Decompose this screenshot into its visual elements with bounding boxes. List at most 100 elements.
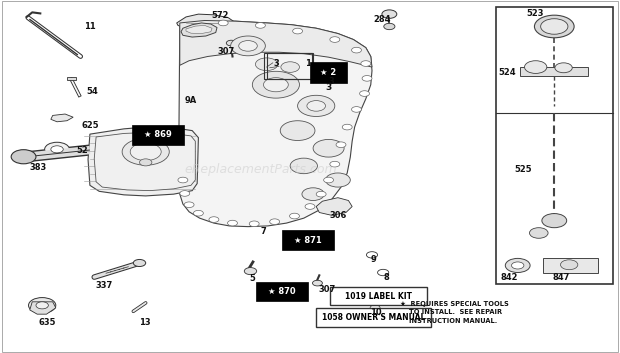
Circle shape [362, 76, 372, 81]
Text: 523: 523 [526, 9, 544, 18]
Circle shape [361, 61, 371, 66]
Text: 3: 3 [326, 83, 332, 92]
Circle shape [209, 217, 219, 222]
Polygon shape [177, 14, 234, 30]
Circle shape [298, 95, 335, 116]
Circle shape [384, 23, 395, 30]
Text: 572: 572 [211, 11, 229, 20]
Polygon shape [181, 23, 217, 37]
Polygon shape [30, 302, 56, 314]
Polygon shape [94, 132, 195, 191]
Circle shape [140, 159, 152, 166]
Bar [496, 7, 613, 284]
Circle shape [313, 139, 344, 157]
Bar [542, 258, 598, 273]
Circle shape [293, 28, 303, 34]
Circle shape [555, 63, 572, 73]
Circle shape [290, 158, 317, 174]
Text: 5: 5 [249, 274, 255, 283]
Text: 10: 10 [371, 308, 382, 317]
Circle shape [366, 252, 378, 258]
Text: 1058 OWNER'S MANUAL: 1058 OWNER'S MANUAL [322, 313, 425, 322]
Polygon shape [316, 198, 352, 215]
Circle shape [239, 41, 257, 51]
Bar [330, 287, 427, 305]
Polygon shape [186, 25, 212, 34]
Polygon shape [180, 20, 372, 67]
Circle shape [312, 280, 322, 286]
Circle shape [534, 15, 574, 38]
Text: 625: 625 [81, 121, 99, 130]
Circle shape [252, 71, 299, 98]
Circle shape [231, 36, 265, 56]
Text: 8: 8 [383, 273, 389, 282]
Text: 1019 LABEL KIT: 1019 LABEL KIT [345, 292, 412, 301]
Bar [281, 231, 335, 250]
Circle shape [352, 47, 361, 53]
Circle shape [249, 221, 259, 227]
Text: 524: 524 [498, 68, 516, 77]
Circle shape [130, 143, 161, 161]
Text: ★ 2: ★ 2 [321, 68, 337, 77]
Circle shape [529, 228, 548, 238]
Bar [520, 67, 588, 76]
Text: 635: 635 [39, 318, 56, 328]
Polygon shape [51, 114, 73, 122]
Circle shape [307, 101, 326, 111]
Circle shape [330, 161, 340, 167]
Bar [256, 282, 309, 301]
Text: 847: 847 [552, 273, 570, 282]
Text: 307: 307 [218, 47, 235, 56]
Bar [267, 53, 313, 79]
Circle shape [228, 220, 237, 226]
Circle shape [302, 188, 324, 201]
Circle shape [305, 204, 315, 209]
Bar [264, 53, 312, 79]
Text: 13: 13 [139, 318, 150, 328]
Circle shape [360, 91, 370, 96]
Circle shape [133, 259, 146, 267]
Text: 3: 3 [329, 77, 335, 86]
Bar [131, 125, 185, 145]
Text: ★ 869: ★ 869 [144, 130, 172, 139]
Text: 1: 1 [305, 59, 311, 68]
Bar [310, 62, 347, 83]
Text: 3: 3 [273, 59, 279, 68]
Bar [316, 308, 431, 327]
Circle shape [36, 302, 48, 309]
Circle shape [11, 150, 36, 164]
Circle shape [29, 298, 56, 313]
Circle shape [525, 61, 547, 73]
Circle shape [512, 262, 524, 269]
Circle shape [382, 10, 397, 18]
Text: ★ 871: ★ 871 [294, 235, 322, 245]
Text: 525: 525 [515, 165, 532, 174]
Circle shape [281, 62, 299, 72]
Circle shape [290, 213, 299, 219]
Circle shape [184, 202, 194, 208]
Circle shape [560, 260, 578, 270]
Circle shape [324, 177, 334, 183]
Text: ★  REQUIRES SPECIAL TOOLS
    TO INSTALL.  SEE REPAIR
    INSTRUCTION MANUAL.: ★ REQUIRES SPECIAL TOOLS TO INSTALL. SEE… [400, 301, 508, 324]
Text: 383: 383 [30, 163, 47, 172]
Text: 11: 11 [84, 22, 95, 31]
Circle shape [244, 268, 257, 275]
Circle shape [193, 210, 203, 216]
Text: 7: 7 [260, 227, 267, 236]
Circle shape [336, 142, 346, 148]
Circle shape [330, 37, 340, 42]
Text: 307: 307 [318, 285, 335, 294]
Circle shape [255, 58, 278, 71]
Circle shape [122, 138, 169, 165]
Circle shape [316, 191, 326, 197]
Circle shape [218, 20, 228, 26]
Polygon shape [88, 127, 198, 196]
Circle shape [270, 219, 280, 225]
Circle shape [342, 124, 352, 130]
Polygon shape [179, 20, 372, 227]
Text: 337: 337 [95, 281, 113, 291]
Bar [67, 77, 76, 80]
Circle shape [378, 269, 389, 276]
Text: eReplacementParts.com: eReplacementParts.com [184, 163, 337, 176]
Circle shape [370, 305, 380, 311]
